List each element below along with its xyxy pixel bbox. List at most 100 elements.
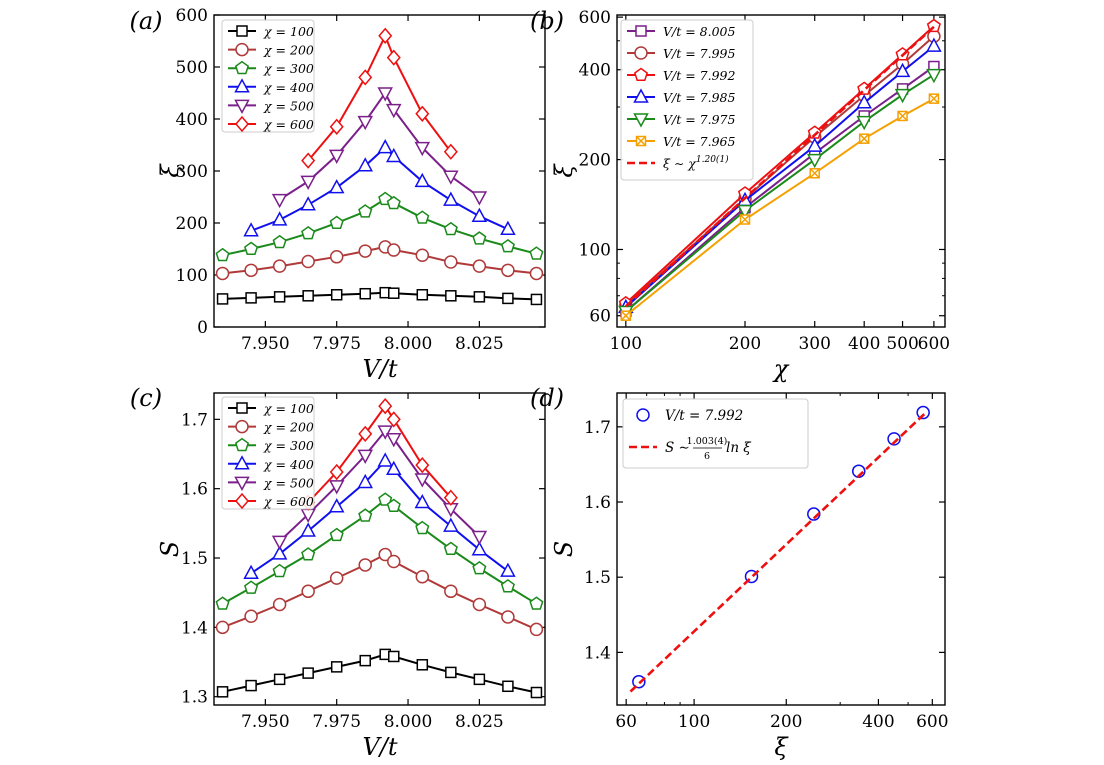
data-point [620,310,632,321]
data-point-cross [620,310,631,321]
data-point [273,291,286,303]
legend-marker [635,25,647,37]
legend-marker [234,455,250,470]
data-point [215,596,230,610]
data-point [386,433,402,448]
y-tick-label: 1.7 [584,418,611,438]
data-point [271,535,288,550]
data-point [443,191,459,206]
data-point [358,244,372,258]
data-point-cross [859,133,870,144]
x-tick-label: 8.025 [455,712,504,732]
data-point [926,68,942,84]
data-point [415,456,430,474]
data-point [302,290,314,302]
legend-label: V/t = 7.965 [663,134,736,149]
data-point [357,449,373,464]
x-tick-label: 8.025 [455,334,504,354]
data-point [416,659,429,671]
data-point [359,654,371,667]
legend-marker [234,78,250,93]
data-point [328,498,345,513]
data-point [358,425,373,443]
data-point [300,522,316,537]
data-point [300,175,316,190]
data-point [444,255,458,269]
data-point [414,493,431,509]
data-point [215,266,230,281]
data-point [301,547,316,561]
series-line-3 [625,45,935,309]
x-tick-label: 600 [916,712,948,732]
data-point [500,579,515,593]
legend-marker [235,115,249,133]
y-tick-label: 500 [176,58,208,78]
data-point [358,69,373,86]
data-point [806,153,823,169]
data-point-cross [897,110,908,121]
data-point [377,139,393,154]
x-tick-label: 400 [862,712,894,732]
y-tick-label: 400 [176,110,208,130]
panel-c: 7.950 7.975 8.000 8.025 1.3 1.4 1.5 1.6 1.7 χ = 1… [130,384,546,761]
data-point [301,152,316,169]
data-point [386,103,402,119]
legend-label-base: ξ ∼ χ [663,156,697,171]
data-point [415,210,430,224]
y-axis-label: S [156,541,184,557]
data-point [386,498,401,513]
panel-label: (a) [129,7,162,35]
data-point [529,596,544,610]
legend-marker [235,42,249,57]
data-point [502,680,514,693]
legend-marker [633,67,649,82]
data-point [329,571,344,585]
x-tick-label: 200 [770,712,802,732]
data-point [445,666,457,679]
x-tick-label: 200 [729,334,761,354]
data-point [358,558,372,572]
data-point [500,220,516,235]
data-point [632,674,646,689]
panel-a: 7.950 7.975 8.000 8.025 0 100 200 300 400 500 600 χ… [129,6,546,383]
data-point [216,293,229,305]
data-point [894,62,911,78]
y-tick-label: 200 [176,214,208,234]
legend-label: χ = 200 [263,43,314,58]
data-point [359,287,371,300]
x-tick-label: 400 [848,334,880,354]
data-point [272,563,287,578]
y-tick-label: 600 [176,6,208,26]
data-point [806,137,823,152]
data-point [529,622,544,637]
data-point [856,115,872,131]
legend-marker [234,60,250,75]
data-point [378,492,393,506]
data-point [530,686,543,699]
data-point [215,247,230,262]
data-point [500,238,515,253]
x-tick-label: 100 [678,712,710,732]
data-point [414,172,431,188]
y-tick-label: 1.6 [181,480,208,500]
data-point-cross [739,214,751,225]
data-point-cross [809,168,820,179]
data-point [386,147,402,163]
x-tick-label: 500 [886,334,918,354]
data-point [415,248,430,262]
y-axis-label: ξ [156,163,184,178]
legend-label: V/t = 7.985 [663,90,736,105]
y-tick-label: 1.4 [584,643,611,663]
data-point [301,225,316,240]
data-point [416,289,429,301]
y-tick-label: 1.7 [181,410,208,430]
y-tick-label: 1.3 [181,688,208,708]
legend-label: χ = 100 [263,401,314,416]
data-point [739,214,751,225]
data-point [472,597,487,612]
data-point [243,222,259,237]
y-tick-label: 60 [589,307,611,327]
data-point [329,463,344,481]
data-point [386,195,401,210]
